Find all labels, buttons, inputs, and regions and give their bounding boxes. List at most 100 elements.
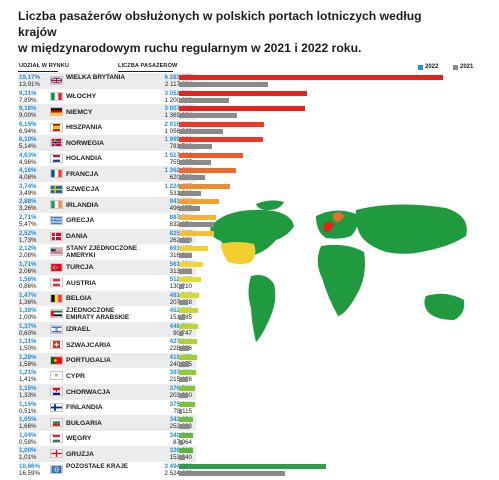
asia-land <box>355 204 467 254</box>
passengers-2022: 6 283 079 <box>164 74 192 81</box>
share-2021: 13,91% <box>19 81 40 88</box>
il-flag-icon <box>50 324 63 334</box>
bar-2021 <box>179 299 188 305</box>
share-2021: 1,41% <box>19 376 37 384</box>
passengers-2021: 1 369 234 <box>164 112 192 120</box>
bar-2022 <box>179 246 209 252</box>
usa-highlight <box>221 242 256 264</box>
country-name: CYPR <box>66 372 85 380</box>
passengers-2022: 3 494 323 <box>164 462 192 470</box>
share-2022: 1,37% <box>19 322 37 330</box>
share-2022: 2,71% <box>19 213 37 221</box>
legend-2022: 2022 <box>418 64 438 70</box>
share-2022: 1,04% <box>19 431 37 439</box>
share-2021: 5,47% <box>19 220 37 228</box>
bar-2021 <box>179 408 183 414</box>
pt-flag-icon <box>50 355 63 365</box>
passengers-2021: 78 115 <box>173 407 192 415</box>
country-name: FRANCJA <box>66 170 99 178</box>
country-name: DANIA <box>66 233 88 240</box>
share-2022: 6,10% <box>19 136 37 144</box>
share-2022: 1,00% <box>19 447 37 455</box>
bar-2022 <box>179 417 194 423</box>
nl-flag-icon <box>50 153 63 163</box>
bar-2021 <box>179 253 193 259</box>
country-name: BUŁGARIA <box>66 419 102 427</box>
fr-flag-icon <box>50 169 63 179</box>
bar-2021 <box>179 315 186 321</box>
gr-flag-icon <box>50 215 63 225</box>
bar-2021 <box>179 284 185 290</box>
passengers-2021: 90 747 <box>173 329 192 337</box>
share-2021: 9,00% <box>19 112 37 120</box>
bar-2021 <box>179 128 224 134</box>
share-2021: 2,08% <box>19 252 37 260</box>
bar-2022 <box>179 432 194 438</box>
share-2021: 1,01% <box>19 454 37 462</box>
country-name: AUSTRIA <box>66 279 97 287</box>
country-name: WĘGRY <box>66 435 92 443</box>
tr-flag-icon <box>50 262 63 272</box>
passengers-2021: 1 056 269 <box>164 127 192 135</box>
bar-2022 <box>179 121 264 127</box>
bar-2022 <box>179 339 197 345</box>
country-name: WŁOCHY <box>66 93 97 101</box>
bar-2022 <box>179 152 243 158</box>
bar-2021 <box>179 97 230 103</box>
share-2021: 1,66% <box>19 423 37 431</box>
gb-flag-icon <box>50 76 63 85</box>
share-2021: 5,14% <box>19 143 37 151</box>
country-name: NORWEGIA <box>66 139 105 147</box>
legend-2022-swatch <box>418 64 423 70</box>
country-name: BELGIA <box>66 295 92 303</box>
country-name: SZWECJA <box>66 186 100 194</box>
bar-2022 <box>179 323 198 329</box>
bar-2022 <box>179 214 217 220</box>
bar-2021 <box>179 361 190 367</box>
bar-2021 <box>179 159 211 165</box>
bar-2021 <box>179 330 183 336</box>
column-header-passengers: LICZBA PASAŻERÓW <box>118 63 178 69</box>
bar-2022 <box>179 106 306 112</box>
share-2022: 2,88% <box>19 198 37 206</box>
country-name: SZWAJCARIA <box>66 341 111 349</box>
share-2021: 1,50% <box>19 345 37 353</box>
share-2021: 0,58% <box>19 438 37 446</box>
bar-2021 <box>179 346 189 352</box>
bar-2022 <box>179 386 195 391</box>
legend-2022-label: 2022 <box>425 64 439 70</box>
passengers-2021: 151 785 <box>169 314 192 322</box>
country-name: PORTUGALIA <box>66 357 111 365</box>
passengers-2022: 3 052 573 <box>164 89 192 97</box>
share-2021: 0,60% <box>19 329 37 337</box>
passengers-2022: 1 224 457 <box>164 182 192 190</box>
south-america-land <box>248 275 276 342</box>
country-name: STANY ZJEDNOCZONE AMERYKI <box>66 245 138 260</box>
country-name: CHORWACJA <box>66 388 111 396</box>
world-icon <box>50 464 63 474</box>
share-2021: 0,51% <box>19 407 37 415</box>
country-name: TURCJA <box>66 264 94 272</box>
share-2021: 1,00% <box>19 314 37 322</box>
share-2021: 7,89% <box>19 96 37 104</box>
share-2022: 3,74% <box>19 182 37 190</box>
be-flag-icon <box>50 293 63 303</box>
bar-2021 <box>179 113 237 119</box>
share-2022: 1,15% <box>19 385 37 392</box>
share-2022: 4,63% <box>19 151 37 159</box>
legend-2021: 2021 <box>453 64 473 70</box>
share-2021: 3,26% <box>19 205 37 213</box>
share-2022: 1,28% <box>19 353 37 361</box>
it-flag-icon <box>50 91 63 101</box>
bar-2021 <box>179 455 186 461</box>
bar-2022 <box>179 354 197 360</box>
bar-2022 <box>179 292 200 298</box>
share-2021: 2,06% <box>19 267 37 275</box>
country-name: HOLANDIA <box>66 155 102 163</box>
passengers-2021: 130 210 <box>169 283 192 291</box>
share-2021: 16,59% <box>19 469 40 477</box>
ch-flag-icon <box>50 340 63 350</box>
share-2022: 1,38% <box>19 307 37 315</box>
country-name: IRLANDIA <box>66 201 99 209</box>
bar-2021 <box>179 144 212 150</box>
